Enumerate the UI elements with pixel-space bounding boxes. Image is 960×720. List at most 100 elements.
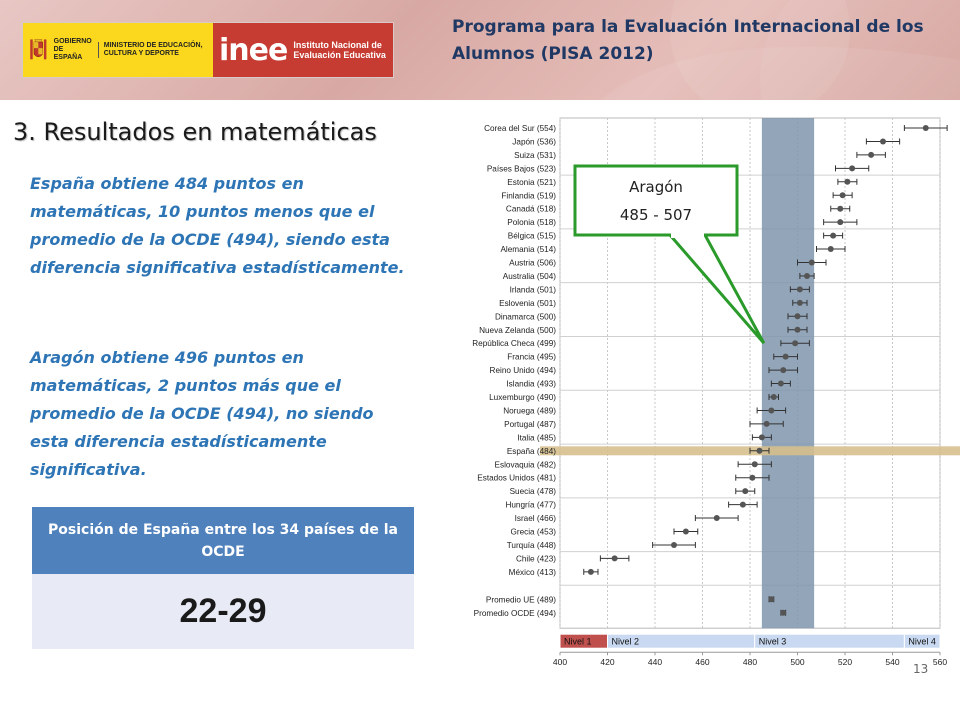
position-table: Posición de España entre los 34 países d…: [32, 507, 414, 649]
country-row: Dinamarca (500): [495, 312, 808, 321]
row-label: Canadá (518): [506, 205, 556, 214]
government-logo: GOBIERNO DE ESPAÑA MINISTERIO DE EDUCACI…: [23, 23, 213, 77]
mean-point: [792, 340, 799, 347]
x-tick-label: 560: [933, 657, 947, 667]
country-row: Italia (485): [517, 433, 772, 442]
level-label: Nivel 2: [612, 637, 640, 647]
mean-point: [713, 515, 720, 522]
row-label: República Checa (499): [472, 339, 556, 348]
callout-box: [573, 164, 739, 237]
position-value-cell: 22-29: [32, 574, 414, 649]
country-row: Noruega (489): [503, 406, 787, 415]
mean-point: [782, 353, 789, 360]
mean-point: [671, 541, 677, 548]
country-row: República Checa (499): [472, 339, 810, 348]
mean-point: [768, 407, 775, 414]
country-row: Eslovenia (501): [499, 299, 808, 308]
country-row: Suiza (531): [514, 151, 886, 160]
row-label: España (484): [507, 447, 556, 456]
mean-point: [739, 501, 746, 508]
average-row: Promedio OCDE (494): [474, 609, 787, 618]
mean-point: [587, 568, 594, 575]
row-label: Dinamarca (500): [495, 312, 556, 321]
country-row: Eslovaquia (482): [495, 460, 772, 469]
row-label: Estonia (521): [507, 178, 556, 187]
mean-point: [749, 474, 756, 481]
mean-point: [868, 151, 875, 158]
row-label: Noruega (489): [503, 406, 556, 415]
row-label: Eslovaquia (482): [495, 460, 557, 469]
average-row: Promedio UE (489): [486, 595, 775, 604]
country-row: Australia (504): [503, 272, 815, 281]
mean-point: [756, 447, 763, 454]
program-title: Programa para la Evaluación Internaciona…: [452, 17, 924, 64]
inee-text: Instituto Nacional de Evaluación Educati…: [293, 40, 386, 60]
position-header: Posición de España entre los 34 países d…: [32, 507, 414, 574]
row-label: Promedio UE (489): [486, 595, 556, 604]
row-label: Italia (485): [517, 433, 556, 442]
country-row: Corea del Sur (554): [484, 124, 948, 133]
mean-point: [922, 125, 929, 131]
mean-point: [611, 555, 618, 562]
inee-logo: inee: [219, 32, 288, 68]
level-label: Nivel 3: [759, 637, 787, 647]
mean-point: [780, 367, 787, 374]
row-label: Alemania (514): [500, 245, 556, 254]
country-row: Japón (536): [512, 137, 901, 146]
x-tick-label: 420: [600, 657, 614, 667]
mean-point: [758, 434, 765, 441]
row-label: Nueva Zelanda (500): [479, 326, 556, 335]
row-label: Suecia (478): [510, 487, 557, 496]
row-label: Finlandia (519): [501, 191, 556, 200]
row-label: Chile (423): [516, 554, 556, 563]
country-row: España (484): [507, 447, 770, 456]
country-row: Hungría (477): [505, 501, 758, 510]
mean-point: [682, 528, 689, 535]
pisa-math-chart: Corea del Sur (554) Japón (536) Suiza (531…: [472, 117, 960, 667]
header-banner: GOBIERNO DE ESPAÑA MINISTERIO DE EDUCACI…: [0, 0, 960, 100]
level-segment: [903, 633, 941, 649]
country-row: Chile (423): [516, 554, 630, 563]
mean-point: [796, 286, 803, 293]
country-row: Suecia (478): [510, 487, 756, 496]
country-row: Alemania (514): [500, 245, 846, 254]
country-row: Islandia (493): [506, 380, 791, 389]
mean-point: [751, 461, 758, 468]
aragon-band: [761, 118, 815, 629]
row-label: Promedio OCDE (494): [474, 609, 557, 618]
country-row: Bélgica (515): [508, 232, 844, 241]
row-label: Portugal (487): [504, 420, 556, 429]
country-row: Austria (506): [509, 259, 827, 268]
country-row: Finlandia (519): [501, 191, 853, 200]
x-tick-label: 460: [695, 657, 709, 667]
callout-range: 485 - 507: [620, 206, 692, 224]
level-label: Nivel 4: [908, 637, 936, 647]
mean-point: [827, 246, 834, 253]
country-row: Francia (495): [507, 353, 798, 362]
callout-title: Aragón: [629, 178, 683, 196]
country-row: Estonia (521): [507, 178, 858, 187]
country-row: Nueva Zelanda (500): [479, 326, 808, 335]
row-label: Grecia (453): [510, 528, 556, 537]
row-label: Bélgica (515): [508, 232, 557, 241]
row-label: Eslovenia (501): [499, 299, 556, 308]
x-tick-label: 540: [885, 657, 899, 667]
mean-point: [849, 165, 856, 172]
mean-point: [770, 394, 777, 400]
spain-result-paragraph: España obtiene 484 puntos en matemáticas…: [30, 174, 405, 277]
country-row: Turquía (448): [507, 541, 696, 550]
row-label: Francia (495): [507, 353, 556, 362]
mean-point: [794, 313, 801, 320]
row-label: Australia (504): [503, 272, 557, 281]
row-label: Hungría (477): [505, 501, 556, 510]
mean-point: [839, 192, 846, 199]
logo-strip: GOBIERNO DE ESPAÑA MINISTERIO DE EDUCACI…: [22, 22, 394, 78]
row-label: México (413): [509, 568, 557, 577]
row-label: Japón (536): [512, 137, 556, 146]
mean-point: [837, 205, 844, 212]
mean-point: [808, 259, 815, 266]
section-title: 3. Resultados en matemáticas: [13, 118, 377, 146]
row-label: Luxemburgo (490): [489, 393, 556, 402]
country-row: Países Bajos (523): [487, 164, 870, 173]
mean-point: [796, 299, 803, 306]
